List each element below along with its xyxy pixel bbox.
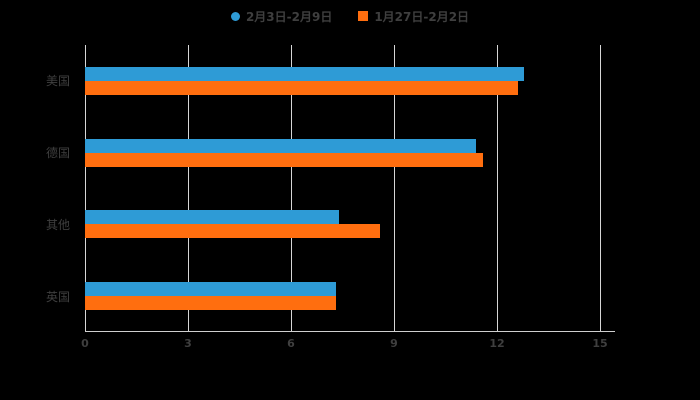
bar-series-0-category-2[interactable] <box>85 210 340 225</box>
bar-series-1-category-3[interactable] <box>85 296 336 311</box>
gridline <box>188 45 189 332</box>
gridline <box>497 45 498 332</box>
value-tick-label: 12 <box>489 337 505 350</box>
bar-group-3 <box>85 260 600 332</box>
bar-rows <box>85 45 600 332</box>
value-tick-label: 3 <box>184 337 192 350</box>
gridline <box>394 45 395 332</box>
legend-circle-marker <box>230 11 240 21</box>
x-axis-line <box>85 331 615 332</box>
bar-series-1-category-0[interactable] <box>85 80 518 95</box>
category-label: 其他 <box>45 217 70 232</box>
legend-square-marker <box>358 11 369 21</box>
bar-group-1 <box>85 117 600 189</box>
bar-series-1-category-1[interactable] <box>85 152 484 167</box>
category-axis-labels: 美国 德国 其他 英国 <box>0 45 78 332</box>
category-label: 英国 <box>45 289 70 304</box>
value-axis-labels: 0 3 6 9 12 15 <box>81 337 607 353</box>
legend-label: 2月3日-2月9日 <box>245 9 333 24</box>
bar-group-2 <box>85 189 600 261</box>
bar-series-0-category-1[interactable] <box>85 138 477 153</box>
bar-group-0 <box>85 45 600 117</box>
legend-label: 1月27日-2月2日 <box>374 9 470 24</box>
chart-legend: 2月3日-2月9日 1月27日-2月2日 <box>0 6 700 26</box>
category-label: 美国 <box>45 74 70 89</box>
legend-item-series-1[interactable]: 1月27日-2月2日 <box>358 8 469 25</box>
plot-area <box>85 45 615 332</box>
value-tick-label: 6 <box>287 337 295 350</box>
legend-item-series-0[interactable]: 2月3日-2月9日 <box>230 8 333 25</box>
bar-series-0-category-3[interactable] <box>85 282 336 297</box>
gridline <box>600 45 601 332</box>
bar-series-0-category-0[interactable] <box>85 66 525 81</box>
value-tick-label: 9 <box>390 337 398 350</box>
bar-series-1-category-2[interactable] <box>85 224 381 239</box>
category-label: 德国 <box>45 146 70 161</box>
value-tick-label: 0 <box>81 337 89 350</box>
gridline <box>291 45 292 332</box>
gridline <box>85 45 86 332</box>
value-tick-label: 15 <box>592 337 608 350</box>
